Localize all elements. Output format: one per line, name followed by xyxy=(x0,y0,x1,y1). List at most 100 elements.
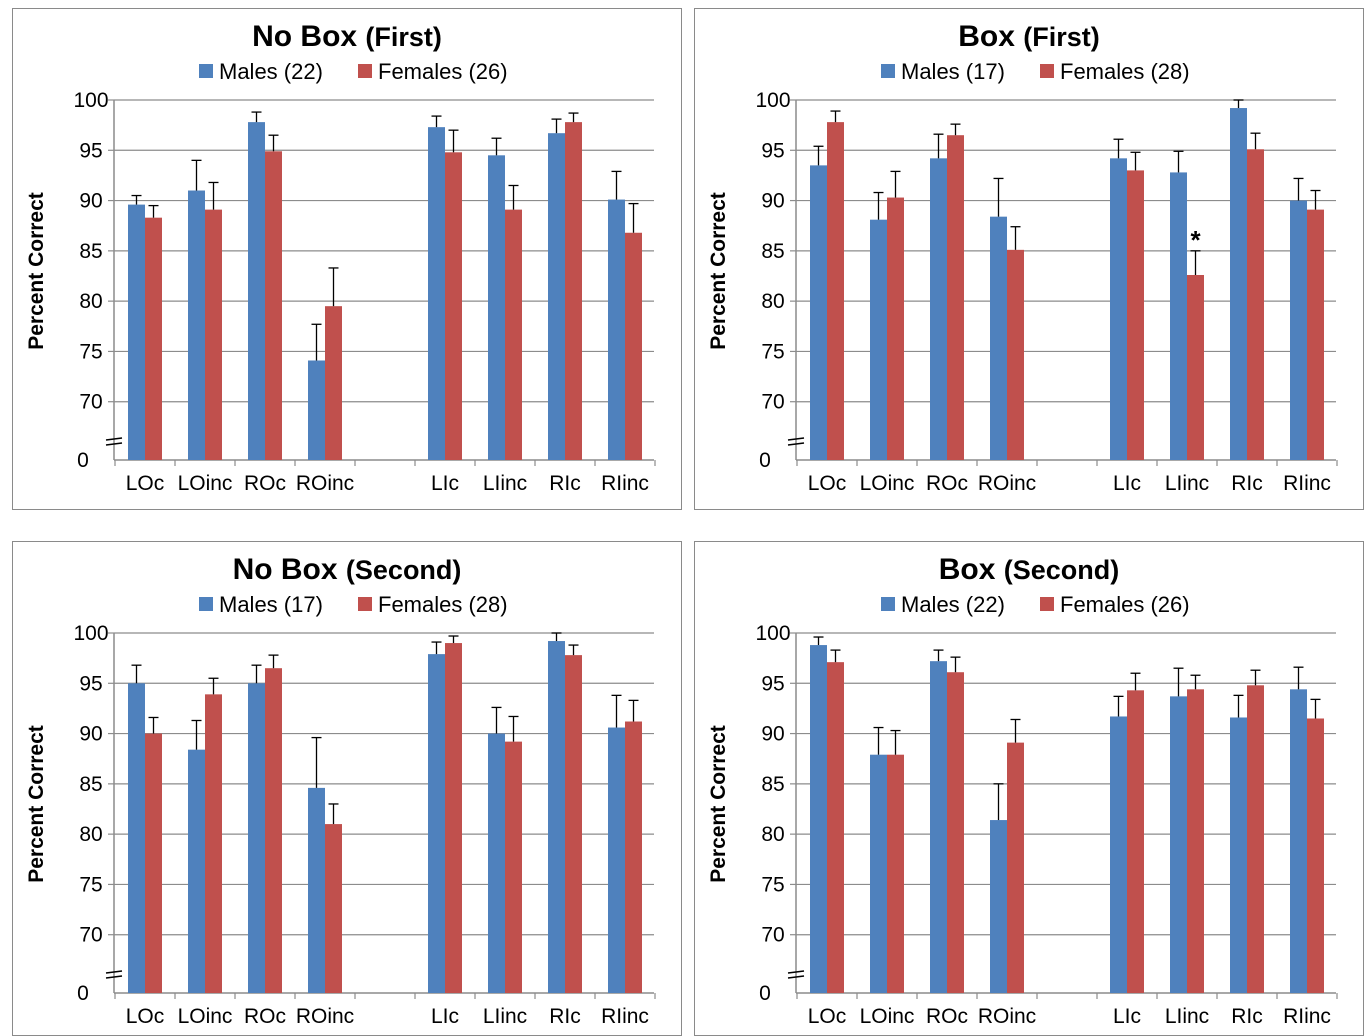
bar-males xyxy=(428,127,445,460)
bar-females xyxy=(265,151,282,460)
bar-males xyxy=(870,754,887,993)
x-category-label: LOc xyxy=(808,1005,847,1028)
chart-title-paren: (First) xyxy=(365,22,442,52)
legend-swatch-1 xyxy=(1040,64,1054,78)
x-category-label: LIc xyxy=(431,1005,459,1028)
legend-swatch-1 xyxy=(358,597,372,611)
bar-females xyxy=(1307,718,1324,993)
bar-males xyxy=(1230,108,1247,460)
bar-females xyxy=(565,122,582,460)
y-tick-label: 80 xyxy=(761,823,784,846)
chart-title: No Box (First) xyxy=(252,20,442,53)
x-category-label: ROinc xyxy=(296,472,354,495)
bar-males xyxy=(1170,172,1187,460)
bar-females xyxy=(445,643,462,993)
legend-swatch-0 xyxy=(199,64,213,78)
y-tick-label: 95 xyxy=(761,139,784,162)
chart-no-box-second: No Box (Second) Males (17) Females (28) 100… xyxy=(25,553,656,1028)
x-category-label: LIinc xyxy=(483,472,527,495)
axis-break-mark xyxy=(787,970,805,974)
bar-females xyxy=(145,733,162,993)
legend-label-1: Females (26) xyxy=(378,59,508,84)
x-category-label: ROc xyxy=(926,1005,968,1028)
y-tick-label-zero: 0 xyxy=(759,982,771,1005)
chart-panel-box-second: Box (Second) Males (22) Females (26) 100 95 9… xyxy=(694,541,1364,1036)
bar-males xyxy=(188,190,205,460)
x-category-label: LOc xyxy=(808,472,847,495)
bar-females xyxy=(947,672,964,993)
chart-title-paren: (Second) xyxy=(346,555,462,585)
x-category-label: ROc xyxy=(244,472,286,495)
chart-title: Box (First) xyxy=(958,20,1100,53)
y-tick-label-zero: 0 xyxy=(77,449,89,472)
y-tick-label: 90 xyxy=(761,190,784,213)
chart-box-first: Box (First) Males (17) Females (28) 100 95 90… xyxy=(707,20,1338,495)
y-tick-label: 85 xyxy=(79,240,102,263)
x-category-label: LOinc xyxy=(860,1005,915,1028)
x-category-label: RIinc xyxy=(601,1005,649,1028)
y-tick-label: 70 xyxy=(761,391,784,414)
x-category-label: RIc xyxy=(1231,1005,1263,1028)
bar-males xyxy=(248,683,265,993)
bar-males xyxy=(548,641,565,993)
y-tick-label: 70 xyxy=(761,924,784,947)
bar-males xyxy=(308,360,325,460)
x-category-label: LOinc xyxy=(860,472,915,495)
bar-females xyxy=(827,122,844,460)
bar-males xyxy=(188,749,205,993)
chart-title-main: Box xyxy=(939,553,996,586)
axis-break-mark xyxy=(787,442,805,446)
x-category-label: ROinc xyxy=(978,1005,1036,1028)
bar-males xyxy=(308,787,325,993)
chart-title-paren: (Second) xyxy=(1004,555,1120,585)
bar-males xyxy=(1110,158,1127,460)
bar-females xyxy=(505,741,522,993)
legend-swatch-0 xyxy=(881,597,895,611)
x-category-label: ROc xyxy=(926,472,968,495)
y-tick-label: 90 xyxy=(79,723,102,746)
bar-males xyxy=(128,683,145,993)
y-tick-label: 100 xyxy=(755,622,790,645)
bar-males xyxy=(1290,200,1307,461)
bar-females xyxy=(625,232,642,460)
bar-females xyxy=(325,306,342,460)
x-category-label: RIc xyxy=(549,472,581,495)
bar-males xyxy=(990,216,1007,460)
y-tick-label: 85 xyxy=(761,240,784,263)
y-tick-label: 95 xyxy=(79,139,102,162)
y-tick-label-zero: 0 xyxy=(77,982,89,1005)
legend-label-1: Females (28) xyxy=(378,592,508,617)
legend-label-1: Females (26) xyxy=(1060,592,1190,617)
axis-break-mark xyxy=(787,975,805,979)
bar-females xyxy=(1247,685,1264,993)
bar-females xyxy=(625,721,642,993)
y-tick-label: 70 xyxy=(79,924,102,947)
y-tick-label: 90 xyxy=(761,723,784,746)
chart-panel-no-box-first: No Box (First) Males (22) Females (26) 100 9… xyxy=(12,8,682,510)
chart-panel-no-box-second: No Box (Second) Males (17) Females (28) 100… xyxy=(12,541,682,1036)
chart-panel-box-first: Box (First) Males (17) Females (28) 100 95 90… xyxy=(694,8,1364,510)
x-category-label: ROinc xyxy=(978,472,1036,495)
y-axis-label: Percent Correct xyxy=(25,192,48,350)
axis-break-mark xyxy=(105,437,123,441)
y-tick-label: 95 xyxy=(761,672,784,695)
bar-males xyxy=(128,204,145,460)
x-category-label: RIc xyxy=(549,1005,581,1028)
axis-break-mark xyxy=(105,442,123,446)
chart-title: No Box (Second) xyxy=(233,553,462,586)
bar-females xyxy=(205,209,222,460)
x-category-label: LIc xyxy=(1113,1005,1141,1028)
y-tick-label: 80 xyxy=(79,290,102,313)
chart-no-box-first: No Box (First) Males (22) Females (26) 100 9… xyxy=(25,20,656,495)
bar-males xyxy=(428,654,445,993)
x-category-label: LIinc xyxy=(1165,1005,1209,1028)
legend-label-1: Females (28) xyxy=(1060,59,1190,84)
bar-females xyxy=(947,135,964,460)
y-axis-label: Percent Correct xyxy=(707,725,730,883)
bar-females xyxy=(325,824,342,993)
y-tick-label: 85 xyxy=(79,773,102,796)
legend-label-0: Males (22) xyxy=(901,592,1005,617)
legend-label-0: Males (22) xyxy=(219,59,323,84)
y-tick-label: 80 xyxy=(761,290,784,313)
bar-females xyxy=(1187,274,1204,460)
